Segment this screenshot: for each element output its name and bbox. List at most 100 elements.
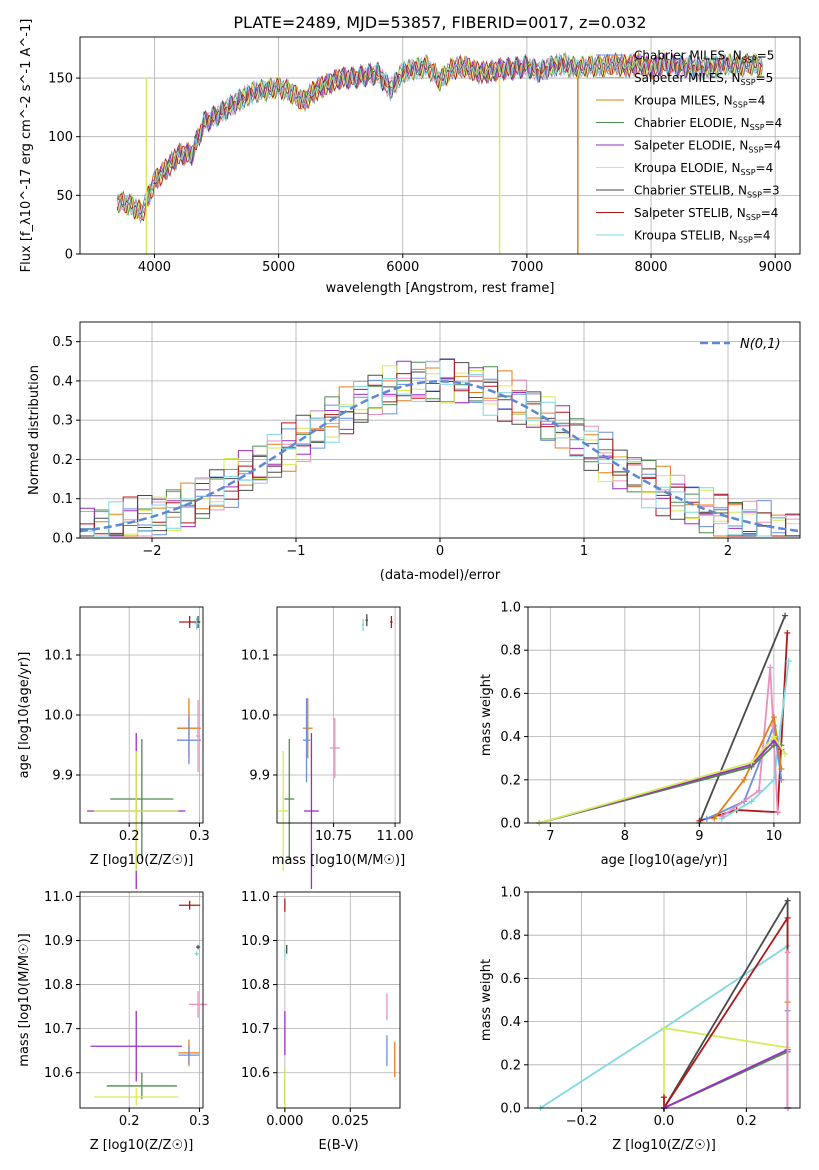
x-axis-label: age [log10(age/yr)] bbox=[601, 853, 728, 868]
x-tick-label: 7 bbox=[546, 829, 554, 844]
data-point bbox=[179, 900, 201, 910]
data-point bbox=[302, 698, 313, 759]
legend-label: Chabrier MILES, NSSP=5 bbox=[634, 49, 774, 65]
data-point bbox=[188, 991, 208, 1018]
y-tick-label: 10.1 bbox=[44, 649, 73, 664]
spectrum-panel: 4000 5000 6000 7000 8000 9000 0 50 100 150 wavelen… bbox=[19, 19, 801, 296]
data-point bbox=[94, 1088, 179, 1106]
data-point bbox=[284, 739, 295, 859]
y-tick-label: 0.5 bbox=[52, 335, 73, 350]
x-tick-label: −1 bbox=[286, 544, 305, 559]
y-tick-label: 1.0 bbox=[500, 886, 521, 901]
y-tick-label: 10.6 bbox=[241, 1066, 270, 1081]
data-point bbox=[390, 616, 393, 628]
axes-frame bbox=[276, 891, 401, 1109]
y-tick-label: 10.9 bbox=[44, 934, 73, 949]
y-axis-label: mass weight bbox=[479, 959, 494, 1041]
x-axis-label: E(B-V) bbox=[318, 1138, 358, 1153]
series-line bbox=[538, 739, 783, 824]
x-tick-label: −0.2 bbox=[566, 1114, 598, 1129]
mass-vs-EBV-panel: 0.000 0.025 10.6 10.7 10.8 10.9 11.0 E(B-V) bbox=[241, 890, 401, 1153]
y-tick-label: 0.3 bbox=[52, 414, 73, 429]
residuals-panel: −2 −1 0 1 2 0.0 0.1 0.2 0.3 0.4 0.5 (data-model)/er… bbox=[27, 321, 801, 583]
x-tick-label: 0.025 bbox=[332, 1114, 369, 1129]
x-tick-label: 0.3 bbox=[189, 1114, 210, 1129]
y-tick-label: 0.2 bbox=[52, 453, 73, 468]
series-line bbox=[538, 735, 786, 824]
x-tick-label: 10 bbox=[766, 829, 783, 844]
x-tick-label: 4000 bbox=[138, 260, 171, 275]
x-tick-label: 0.2 bbox=[119, 829, 140, 844]
y-tick-label: 0.4 bbox=[52, 374, 73, 389]
y-tick-label: 0 bbox=[65, 248, 73, 263]
data-point bbox=[361, 619, 365, 631]
y-tick-label: 0.2 bbox=[500, 1058, 521, 1073]
y-tick-label: 1.0 bbox=[500, 601, 521, 616]
legend-label: Chabrier STELIB, NSSP=3 bbox=[634, 184, 780, 200]
data-point bbox=[329, 718, 340, 778]
x-tick-label: 0.3 bbox=[189, 829, 210, 844]
y-tick-label: 10.0 bbox=[44, 709, 73, 724]
y-tick-label: 0.0 bbox=[52, 532, 73, 547]
series-line bbox=[721, 660, 790, 820]
mass-vs-Z-panel: 0.2 0.3 10.6 10.7 10.8 10.9 11.0 Z [log10(Z/Z☉)… bbox=[17, 890, 210, 1153]
legend-label: Salpeter STELIB, NSSP=4 bbox=[634, 206, 778, 222]
x-tick-label: 9 bbox=[695, 829, 703, 844]
y-tick-label: 10.0 bbox=[241, 709, 270, 724]
y-axis-label: age [log10(age/yr)] bbox=[17, 652, 32, 779]
legend: Chabrier MILES, NSSP=5 Salpeter MILES, NS… bbox=[596, 49, 782, 245]
data-point bbox=[178, 1046, 200, 1064]
x-tick-label: 0.000 bbox=[266, 1114, 303, 1129]
data-point bbox=[278, 751, 289, 871]
y-tick-label: 0.6 bbox=[500, 972, 521, 987]
x-tick-label: 7000 bbox=[510, 260, 543, 275]
y-tick-label: 10.7 bbox=[241, 1022, 270, 1037]
axes-frame bbox=[79, 36, 801, 255]
x-tick-label: 6000 bbox=[386, 260, 419, 275]
y-tick-label: 9.9 bbox=[249, 769, 270, 784]
age-vs-mass-panel: 10.75 11.00 9.9 10.0 10.1 mass [log10(M/M☉)] bbox=[241, 606, 414, 889]
spectrum-line bbox=[117, 52, 764, 218]
data-point bbox=[195, 944, 201, 950]
grid bbox=[277, 607, 400, 823]
y-axis-label: mass [log10(M/M☉)] bbox=[17, 933, 32, 1066]
data-point bbox=[94, 751, 179, 871]
legend-label: N(0,1) bbox=[740, 337, 781, 352]
axes-frame bbox=[527, 606, 801, 824]
legend-label: Kroupa ELODIE, NSSP=4 bbox=[634, 161, 773, 177]
y-tick-label: 0.8 bbox=[500, 644, 521, 659]
data-point bbox=[365, 614, 369, 627]
y-tick-label: 50 bbox=[56, 189, 73, 204]
y-tick-label: 10.8 bbox=[241, 978, 270, 993]
figure-title: PLATE=2489, MJD=53857, FIBERID=0017, z=0… bbox=[233, 13, 646, 32]
x-axis-label: Z [log10(Z/Z☉)] bbox=[90, 853, 194, 868]
y-tick-label: 0.8 bbox=[500, 929, 521, 944]
data-point bbox=[106, 1072, 177, 1100]
data-point bbox=[304, 733, 319, 889]
x-axis-label: mass [log10(M/M☉)] bbox=[272, 853, 405, 868]
y-tick-label: 10.1 bbox=[241, 649, 270, 664]
legend-label: Salpeter MILES, NSSP=5 bbox=[634, 71, 773, 87]
y-tick-label: 0.0 bbox=[500, 817, 521, 832]
y-axis-label: Normed distribution bbox=[27, 365, 42, 495]
y-tick-label: 0.4 bbox=[500, 1015, 521, 1030]
x-tick-label: −2 bbox=[142, 544, 161, 559]
y-tick-label: 0.4 bbox=[500, 730, 521, 745]
data-point bbox=[176, 716, 201, 765]
x-tick-label: 8 bbox=[621, 829, 629, 844]
y-axis-label: mass weight bbox=[479, 674, 494, 756]
x-tick-label: 9000 bbox=[759, 260, 792, 275]
y-tick-label: 9.9 bbox=[52, 769, 73, 784]
y-tick-label: 100 bbox=[48, 130, 73, 145]
x-tick-label: 2 bbox=[724, 544, 732, 559]
y-tick-label: 10.9 bbox=[241, 934, 270, 949]
legend-label: Kroupa MILES, NSSP=4 bbox=[634, 94, 765, 110]
y-tick-label: 10.6 bbox=[44, 1066, 73, 1081]
series-line bbox=[663, 897, 789, 1109]
y-tick-label: 0.1 bbox=[52, 492, 73, 507]
y-axis-label: Flux [f_λ10^-17 erg cm^-2 s^-1 A^-1] bbox=[19, 19, 34, 273]
x-tick-label: 8000 bbox=[634, 260, 667, 275]
x-tick-label: 0.2 bbox=[736, 1114, 757, 1129]
y-tick-label: 0.6 bbox=[500, 687, 521, 702]
